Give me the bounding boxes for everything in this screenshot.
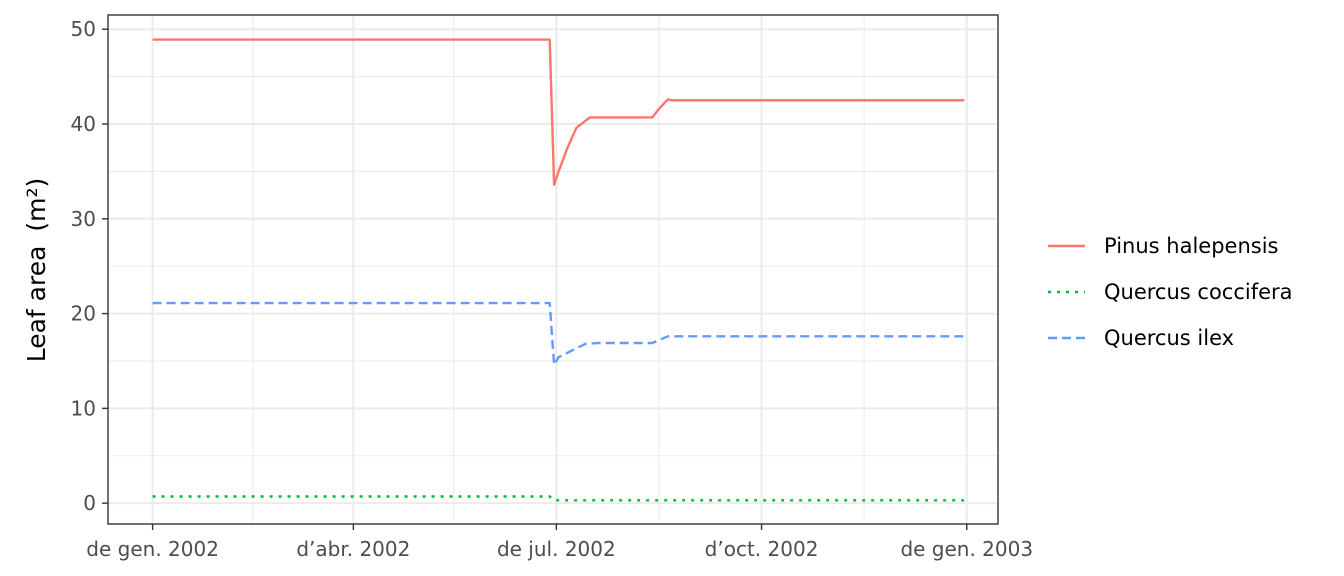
y-tick-label: 50 — [71, 17, 96, 41]
x-tick-label: d’abr. 2002 — [296, 537, 410, 561]
series-line-quercus-ilex — [152, 301, 965, 366]
y-tick-label: 10 — [71, 396, 96, 420]
y-tick-label: 40 — [71, 112, 96, 136]
x-tick-label: d’oct. 2002 — [705, 537, 819, 561]
plot-border — [107, 14, 999, 525]
y-axis-title-unit: (m²) — [22, 178, 51, 232]
legend-label: Pinus halepensis — [1104, 234, 1278, 258]
y-axis-title-text: Leaf area — [22, 246, 51, 363]
y-tick-label: 0 — [83, 491, 96, 515]
legend-label: Quercus coccifera — [1104, 280, 1293, 304]
x-tick-label: de gen. 2003 — [900, 537, 1033, 561]
series-line-quercus-coccifera — [152, 495, 965, 502]
y-axis: 0 10 20 30 40 50 — [71, 17, 108, 515]
x-axis: de gen. 2002 d’abr. 2002 de jul. 2002 d’oct… — [86, 524, 1033, 561]
legend-label: Quercus ilex — [1104, 326, 1234, 350]
x-tick-label: de jul. 2002 — [497, 537, 616, 561]
y-tick-label: 30 — [71, 207, 96, 231]
series-line-pinus-halepensis — [152, 38, 965, 186]
y-axis-title: Leaf area (m²) — [22, 178, 51, 363]
x-tick-label: de gen. 2002 — [86, 537, 219, 561]
legend: Pinus halepensis Quercus coccifera Quercus… — [1048, 234, 1293, 350]
y-tick-label: 20 — [71, 302, 96, 326]
series-layer — [152, 38, 965, 502]
